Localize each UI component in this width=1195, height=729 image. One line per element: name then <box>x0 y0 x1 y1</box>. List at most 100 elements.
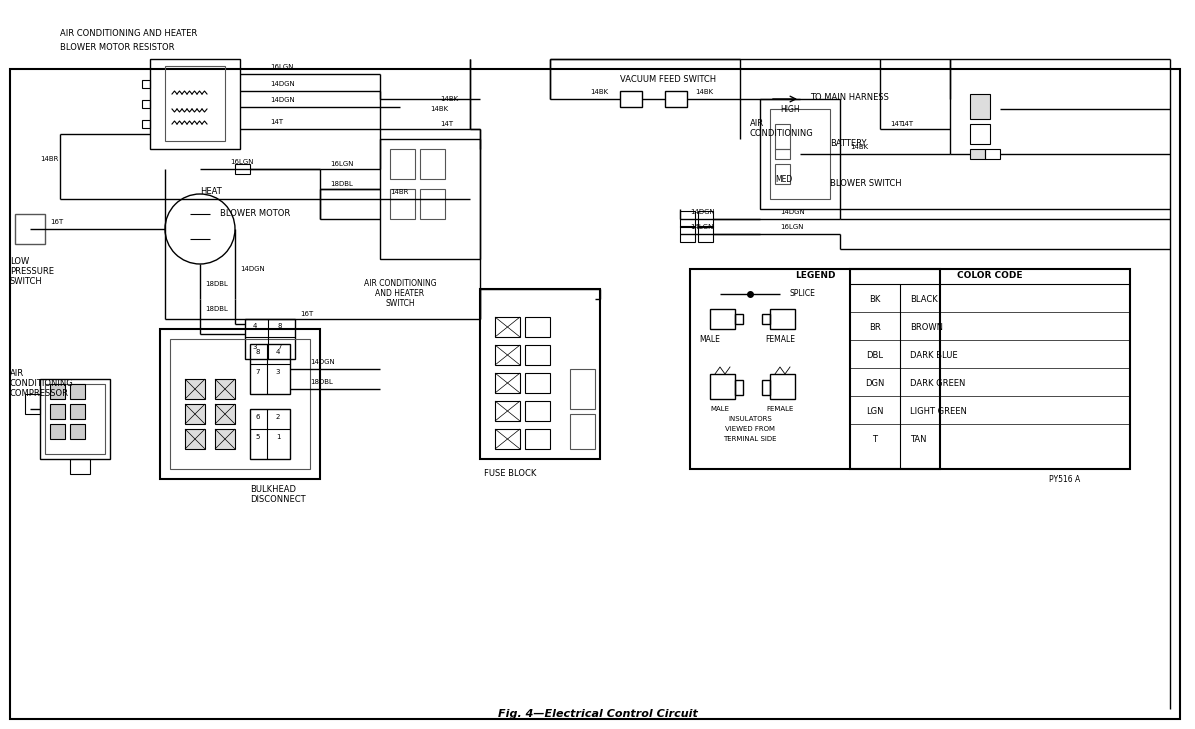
Bar <box>390 149 415 179</box>
Text: 18DBL: 18DBL <box>206 281 228 287</box>
Text: LEGEND: LEGEND <box>795 271 835 281</box>
Bar <box>525 317 550 337</box>
Text: LGN: LGN <box>866 407 884 416</box>
Text: BR: BR <box>869 322 881 332</box>
Text: SWITCH: SWITCH <box>10 276 43 286</box>
Text: TERMINAL SIDE: TERMINAL SIDE <box>723 436 777 442</box>
Bar <box>495 429 520 449</box>
Text: 14BK: 14BK <box>695 89 713 95</box>
Bar <box>215 404 235 424</box>
Text: 16T: 16T <box>50 219 63 225</box>
Bar <box>250 409 290 459</box>
Bar <box>690 269 940 469</box>
Bar <box>71 459 90 474</box>
Text: 3: 3 <box>253 344 257 350</box>
Bar <box>525 401 550 421</box>
Text: MED: MED <box>776 174 792 184</box>
Text: MALE: MALE <box>711 406 729 412</box>
Bar <box>10 69 1179 719</box>
Text: PRESSURE: PRESSURE <box>10 267 54 276</box>
Text: T: T <box>872 434 877 443</box>
Text: 14BR: 14BR <box>39 156 59 162</box>
Bar <box>71 384 85 399</box>
Bar <box>770 309 795 329</box>
Bar <box>680 226 695 242</box>
Text: TO MAIN HARNESS: TO MAIN HARNESS <box>810 93 889 101</box>
Bar <box>664 91 687 107</box>
Text: 14BK: 14BK <box>850 144 868 150</box>
Bar <box>16 214 45 244</box>
Text: PY516 A: PY516 A <box>1049 475 1080 483</box>
Text: 14DGN: 14DGN <box>780 209 804 215</box>
Bar <box>776 149 790 159</box>
Text: 14DGN: 14DGN <box>310 359 335 365</box>
Text: AIR: AIR <box>10 370 24 378</box>
Bar <box>770 109 831 199</box>
Text: 4: 4 <box>276 349 280 355</box>
Text: VACUUM FEED SWITCH: VACUUM FEED SWITCH <box>620 74 716 84</box>
Bar <box>380 139 480 259</box>
Text: 16LGN: 16LGN <box>270 64 294 70</box>
Text: HEAT: HEAT <box>200 187 222 197</box>
Bar <box>185 429 206 449</box>
Text: MALE: MALE <box>699 335 721 343</box>
Text: SPLICE: SPLICE <box>790 289 816 298</box>
Text: 14BK: 14BK <box>590 89 608 95</box>
Text: DGN: DGN <box>865 378 884 388</box>
Text: 16T: 16T <box>300 311 313 317</box>
Bar <box>170 339 310 469</box>
Bar <box>142 80 151 88</box>
Bar <box>985 149 1000 159</box>
Text: 14T: 14T <box>900 121 913 127</box>
Text: BLOWER SWITCH: BLOWER SWITCH <box>831 179 901 189</box>
Text: Fig. 4—Electrical Control Circuit: Fig. 4—Electrical Control Circuit <box>497 709 698 719</box>
Bar <box>570 369 595 409</box>
Text: VIEWED FROM: VIEWED FROM <box>725 426 776 432</box>
Text: BATTERY: BATTERY <box>831 139 866 149</box>
Text: 14BK: 14BK <box>440 96 458 102</box>
Text: 5: 5 <box>256 434 261 440</box>
Text: 6: 6 <box>256 414 261 420</box>
Text: CONDITIONING: CONDITIONING <box>750 130 814 139</box>
Text: AIR CONDITIONING: AIR CONDITIONING <box>363 279 436 289</box>
Text: FUSE BLOCK: FUSE BLOCK <box>484 469 537 478</box>
Text: BK: BK <box>869 295 881 303</box>
Bar <box>50 384 65 399</box>
Bar <box>71 404 85 419</box>
Bar <box>495 401 520 421</box>
Text: 14T: 14T <box>270 119 283 125</box>
Text: 3: 3 <box>276 369 281 375</box>
Text: 2: 2 <box>276 414 280 420</box>
Text: COLOR CODE: COLOR CODE <box>957 271 1023 281</box>
Text: DBL: DBL <box>866 351 883 359</box>
Text: BLOWER MOTOR RESISTOR: BLOWER MOTOR RESISTOR <box>60 42 174 52</box>
Bar <box>760 99 840 209</box>
Text: AIR: AIR <box>750 120 764 128</box>
Text: BLOWER MOTOR: BLOWER MOTOR <box>220 209 290 219</box>
Text: FEMALE: FEMALE <box>766 406 793 412</box>
Bar <box>710 374 735 399</box>
Bar <box>698 226 713 242</box>
Bar <box>970 124 989 144</box>
Text: 14BR: 14BR <box>390 189 409 195</box>
Text: 14DGN: 14DGN <box>270 97 295 103</box>
Text: BLACK: BLACK <box>911 295 938 303</box>
Text: 16LGN: 16LGN <box>330 161 354 167</box>
Bar <box>390 189 415 219</box>
Text: LIGHT GREEN: LIGHT GREEN <box>911 407 967 416</box>
Text: DARK GREEN: DARK GREEN <box>911 378 966 388</box>
Bar <box>776 164 790 184</box>
Bar <box>525 429 550 449</box>
Text: TAN: TAN <box>911 434 926 443</box>
Text: 1: 1 <box>276 434 281 440</box>
Bar <box>495 345 520 365</box>
Text: DARK BLUE: DARK BLUE <box>911 351 957 359</box>
Bar <box>776 124 790 149</box>
Bar <box>620 91 642 107</box>
Bar <box>165 66 225 141</box>
Bar <box>970 149 985 159</box>
Bar <box>50 404 65 419</box>
Text: 14LGN: 14LGN <box>690 224 713 230</box>
Text: BROWN: BROWN <box>911 322 943 332</box>
Bar <box>151 59 240 149</box>
